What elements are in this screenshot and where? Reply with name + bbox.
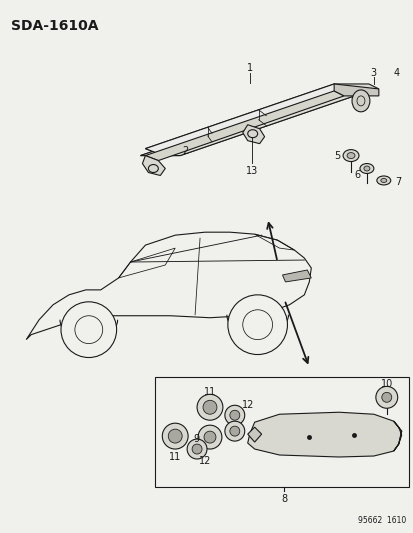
Circle shape	[162, 423, 188, 449]
Circle shape	[192, 444, 202, 454]
Text: 13: 13	[245, 166, 257, 175]
Polygon shape	[282, 270, 311, 282]
Circle shape	[381, 392, 391, 402]
Polygon shape	[393, 421, 401, 451]
Text: 95662  1610: 95662 1610	[358, 516, 406, 525]
Circle shape	[375, 386, 397, 408]
Text: 11: 11	[169, 452, 181, 462]
Text: SDA-1610A: SDA-1610A	[11, 19, 99, 33]
Polygon shape	[242, 125, 264, 144]
Text: 10: 10	[380, 379, 392, 390]
Polygon shape	[247, 427, 261, 442]
Polygon shape	[145, 84, 343, 154]
Text: 12: 12	[198, 456, 211, 466]
Polygon shape	[142, 156, 165, 175]
Text: 3: 3	[370, 68, 376, 78]
Text: 12: 12	[241, 400, 253, 410]
Text: 5: 5	[333, 151, 339, 160]
Polygon shape	[247, 412, 401, 457]
Ellipse shape	[363, 166, 369, 171]
Ellipse shape	[342, 150, 358, 161]
Circle shape	[197, 394, 222, 420]
Circle shape	[197, 425, 221, 449]
Text: 7: 7	[395, 177, 401, 188]
Polygon shape	[145, 91, 343, 160]
Text: 4: 4	[393, 68, 399, 78]
Polygon shape	[145, 84, 378, 154]
Circle shape	[224, 421, 244, 441]
Polygon shape	[140, 91, 368, 156]
Ellipse shape	[359, 164, 373, 173]
Circle shape	[204, 431, 216, 443]
Text: 9: 9	[192, 434, 199, 444]
Circle shape	[229, 426, 239, 436]
Ellipse shape	[346, 152, 354, 158]
Circle shape	[168, 429, 182, 443]
Text: 8: 8	[281, 494, 287, 504]
Text: 6: 6	[353, 171, 359, 181]
Polygon shape	[333, 84, 378, 96]
Polygon shape	[140, 91, 368, 156]
Ellipse shape	[380, 179, 386, 182]
Circle shape	[224, 405, 244, 425]
Ellipse shape	[376, 176, 390, 185]
Text: 1: 1	[246, 63, 252, 73]
Text: 11: 11	[203, 387, 216, 397]
Circle shape	[227, 295, 287, 354]
Circle shape	[229, 410, 239, 420]
Circle shape	[202, 400, 216, 414]
Circle shape	[187, 439, 206, 459]
Circle shape	[61, 302, 116, 358]
Ellipse shape	[351, 90, 369, 112]
Text: 2: 2	[182, 146, 188, 156]
